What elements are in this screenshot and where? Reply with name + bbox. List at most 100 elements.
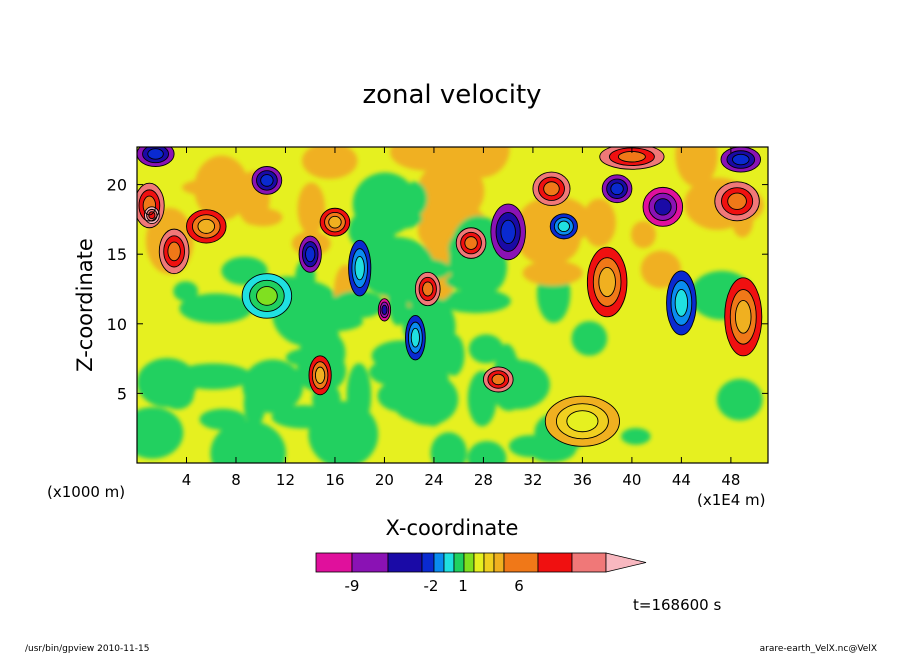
contour-ring [557,220,571,233]
field-blotch [467,440,507,463]
y-unit-note: (x1000 m) [47,483,125,501]
contour-ring [138,189,161,222]
field-blotch [508,435,553,458]
contour-ring [167,241,181,262]
plot-area [137,147,768,463]
contour-lines [137,147,763,447]
field-blotch [210,420,286,463]
contour-ring [500,219,516,245]
contour-ring [163,235,185,268]
field-blotch [452,147,510,178]
contour-ring [256,286,278,306]
contour-ring [305,246,316,263]
y-axis-label: Z-coordinate [73,238,97,372]
contour-ring [720,147,762,173]
contour-ring [674,289,689,317]
region-shade [654,198,672,216]
field-blotch [199,408,247,430]
contour-ring [455,227,487,259]
colorbar-swatch [463,552,475,573]
contour-ring [328,215,342,229]
colorbar-swatch [473,552,485,573]
contour-ring [418,276,437,302]
y-tick-label: 15 [107,245,127,264]
field-blotch [440,289,511,314]
contour-ring [241,273,293,319]
region-shade [500,220,516,244]
field-blotch [468,334,504,364]
colorbar-swatch [537,552,573,573]
contour-ring [298,235,322,273]
colorbar-swatch [315,552,353,573]
footer-left: /usr/bin/gpview 2010-11-15 [25,644,149,654]
region-shade [464,236,478,250]
region-shade [355,256,365,280]
contour-ring [482,366,514,393]
contour-ring [487,370,510,389]
contour-ring [491,373,505,386]
field-blotch [571,321,608,356]
contour-ring [544,395,620,447]
contour-ring [147,148,164,160]
x-tick-label: 8 [231,471,241,489]
region-shade [381,305,388,315]
x-tick-label: 16 [325,471,344,489]
contour-ring [146,208,158,222]
velocity-field [137,147,764,463]
field-blotch [430,432,467,463]
region-shade [422,281,433,297]
x-tick-label: 24 [424,471,443,489]
colorbar-label: 1 [458,577,468,595]
contour-ring [354,255,365,281]
x-tick-label: 20 [375,471,394,489]
colorbar-label: -9 [345,577,360,595]
contour-ring [260,174,274,187]
colorbar-swatch [443,552,455,573]
field-blotch [302,147,358,180]
colorbar-swatch [433,552,445,573]
field-blotch [173,281,199,302]
field-blotch [362,249,428,270]
contour-ring [414,271,441,307]
field-blotch [640,250,681,289]
x-tick-label: 32 [523,471,542,489]
colorbar-swatch [483,552,495,573]
x-tick-label: 44 [672,471,691,489]
region-shade [732,154,750,165]
contour-ring [197,218,216,234]
footer-right: arare-earth_VelX.nc@VelX [760,644,877,654]
region-shade [735,300,752,334]
contour-ring [148,211,156,220]
contour-ring [422,281,434,297]
colorbar-swatch [421,552,435,573]
colorbar-swatch [453,552,465,573]
contour-ring [408,321,423,354]
region-shade [492,374,505,385]
contour-ring [543,181,560,197]
region-shade [411,328,420,348]
contour-ring [324,211,346,233]
region-shade [610,182,624,195]
chart-title: zonal velocity [362,80,541,110]
plot-frame [136,146,769,464]
field-blotch [522,260,583,286]
contour-ring [256,170,278,191]
colorbar: -9 -2 1 6 [315,552,647,595]
contour-ring [598,266,616,298]
contour-ring [610,182,624,196]
x-unit-note: (x1E4 m) [697,491,766,509]
timestamp-label: t=168600 s [633,596,721,614]
field-blotch [243,380,266,428]
field-blotch [308,401,379,463]
region-shade [598,267,616,297]
contour-ring [308,355,332,396]
contour-ring [549,213,578,240]
field-blotch [137,407,184,459]
y-tick-label: 10 [107,315,127,334]
x-tick-label: 40 [622,471,641,489]
colorbar-swatch [351,552,389,573]
region-shade [260,174,274,187]
field-blotch [675,147,718,187]
x-tick-label: 28 [474,471,493,489]
field-blotch [231,446,256,463]
